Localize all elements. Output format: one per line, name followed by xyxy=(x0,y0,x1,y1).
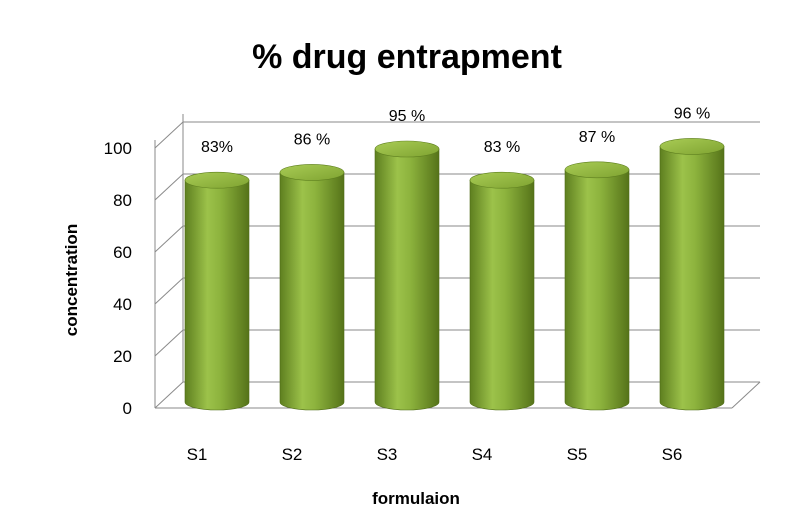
data-label: 87 % xyxy=(579,129,615,146)
bars xyxy=(184,138,725,411)
x-tick-label: S4 xyxy=(472,445,493,464)
bar xyxy=(279,164,345,411)
y-tick-label: 20 xyxy=(113,347,132,366)
bar-body xyxy=(279,172,345,411)
data-label: 96 % xyxy=(674,105,710,122)
gridline-diagonal xyxy=(154,329,184,357)
bar xyxy=(184,171,250,411)
chart-title: % drug entrapment xyxy=(252,38,562,76)
x-tick-label: S5 xyxy=(567,445,588,464)
bar-body xyxy=(469,179,535,411)
data-label: 86 % xyxy=(294,131,330,148)
bar-top xyxy=(469,171,535,189)
y-tick-label: 80 xyxy=(113,191,132,210)
data-label: 83 % xyxy=(484,139,520,156)
data-label: 95 % xyxy=(389,108,425,125)
x-tick-label: S2 xyxy=(282,445,303,464)
y-axis-title: concentration xyxy=(62,224,81,336)
gridline-diagonal xyxy=(154,225,184,253)
floor-right-edge xyxy=(731,381,761,409)
gridline-diagonal xyxy=(154,121,184,149)
bar-top xyxy=(659,138,725,155)
gridline-diagonal xyxy=(154,277,184,305)
x-tick-label: S1 xyxy=(187,445,208,464)
gridline-diagonal xyxy=(154,381,184,409)
bar-top xyxy=(279,164,345,181)
data-labels: 83% 86 % 95 % 83 % 87 % 96 % xyxy=(201,105,710,156)
x-axis-title: formulaion xyxy=(372,489,460,508)
bar-body xyxy=(564,169,630,411)
y-tick-label: 40 xyxy=(113,295,132,314)
x-tick-label: S6 xyxy=(662,445,683,464)
gridline-diagonal xyxy=(154,173,184,201)
x-tick-label: S3 xyxy=(377,445,398,464)
bar xyxy=(564,161,630,411)
bar xyxy=(374,140,440,411)
bar-body xyxy=(184,179,250,411)
bar xyxy=(659,138,725,411)
bar xyxy=(469,171,535,411)
bar-body xyxy=(374,148,440,411)
y-tick-label: 60 xyxy=(113,243,132,262)
bar-body xyxy=(659,146,725,411)
y-tick-label: 0 xyxy=(123,399,132,418)
bar-top xyxy=(374,140,440,158)
bar-top xyxy=(184,171,250,189)
y-tick-label: 100 xyxy=(104,139,132,158)
data-label: 83% xyxy=(201,139,233,156)
bar-top xyxy=(564,161,630,179)
